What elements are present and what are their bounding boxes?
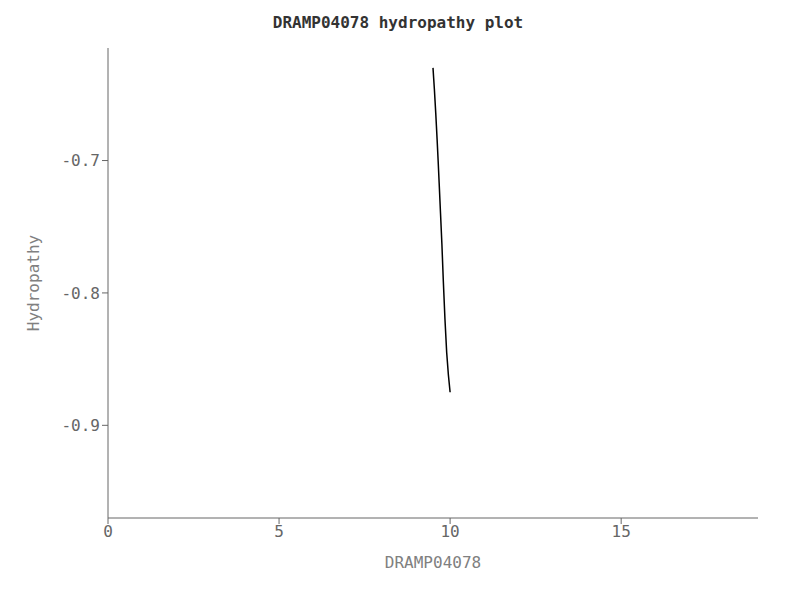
- svg-text:5: 5: [274, 522, 284, 541]
- svg-text:-0.7: -0.7: [61, 151, 100, 170]
- svg-text:Hydropathy: Hydropathy: [24, 234, 43, 331]
- svg-text:15: 15: [612, 522, 631, 541]
- svg-text:DRAMP04078: DRAMP04078: [385, 553, 481, 572]
- svg-text:10: 10: [440, 522, 459, 541]
- svg-text:-0.9: -0.9: [61, 416, 100, 435]
- svg-text:0: 0: [103, 522, 113, 541]
- html-text:DRAMP04078 hydropathy plot: DRAMP04078 hydropathy plot: [272, 13, 524, 32]
- svg-text:-0.8: -0.8: [61, 284, 100, 303]
